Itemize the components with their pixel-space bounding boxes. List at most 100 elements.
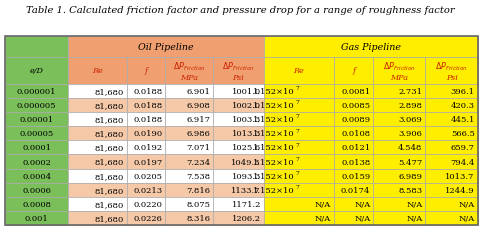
Text: 0.0226: 0.0226	[133, 214, 162, 222]
Text: 0.0174: 0.0174	[341, 186, 371, 194]
Bar	[69, 98, 127, 112]
Bar	[213, 112, 264, 127]
Bar	[334, 98, 373, 112]
Bar	[5, 183, 69, 197]
Text: 2.731: 2.731	[398, 87, 422, 95]
Bar	[264, 37, 478, 58]
Text: 1002.0: 1002.0	[232, 101, 261, 109]
Text: Table 1. Calculated friction factor and pressure drop for a range of roughness f: Table 1. Calculated friction factor and …	[26, 6, 454, 15]
Text: 0.00005: 0.00005	[20, 130, 54, 138]
Bar	[69, 37, 264, 58]
Text: 659.7: 659.7	[451, 144, 475, 152]
Bar	[264, 155, 334, 169]
Text: 0.000001: 0.000001	[17, 87, 56, 95]
Text: 81,680: 81,680	[95, 130, 124, 138]
Text: N/A: N/A	[315, 200, 331, 208]
Bar	[425, 84, 478, 98]
Text: 0.0121: 0.0121	[341, 144, 371, 152]
Bar	[334, 183, 373, 197]
Bar	[5, 127, 69, 141]
Text: 81,680: 81,680	[95, 172, 124, 180]
Bar	[213, 98, 264, 112]
Text: 1.152×10: 1.152×10	[253, 130, 295, 138]
Bar	[373, 98, 425, 112]
Bar	[373, 141, 425, 155]
Bar	[127, 98, 165, 112]
Text: 7: 7	[295, 128, 299, 133]
Bar	[165, 183, 213, 197]
Text: 0.0205: 0.0205	[133, 172, 162, 180]
Text: 0.0188: 0.0188	[133, 116, 162, 124]
Bar	[165, 98, 213, 112]
Bar	[69, 141, 127, 155]
Bar	[264, 169, 334, 183]
Text: 7.538: 7.538	[186, 172, 210, 180]
Bar	[213, 211, 264, 225]
Bar	[373, 112, 425, 127]
Bar	[165, 141, 213, 155]
Text: 1001.0: 1001.0	[232, 87, 261, 95]
Bar	[213, 197, 264, 211]
Bar	[373, 58, 425, 84]
Text: Gas Pipeline: Gas Pipeline	[341, 43, 401, 52]
Bar	[213, 58, 264, 84]
Text: 7.071: 7.071	[186, 144, 210, 152]
Bar	[127, 141, 165, 155]
Text: 0.0108: 0.0108	[341, 130, 371, 138]
Bar	[373, 155, 425, 169]
Text: 2.898: 2.898	[398, 101, 422, 109]
Text: 1.152×10: 1.152×10	[253, 172, 295, 180]
Bar	[425, 98, 478, 112]
Bar	[5, 112, 69, 127]
Bar	[373, 84, 425, 98]
Text: N/A: N/A	[406, 200, 422, 208]
Text: 1049.3: 1049.3	[231, 158, 261, 166]
Text: 0.0220: 0.0220	[133, 200, 162, 208]
Text: 1025.6: 1025.6	[232, 144, 261, 152]
Bar	[165, 211, 213, 225]
Text: 0.0138: 0.0138	[341, 158, 371, 166]
Text: 1.152×10: 1.152×10	[253, 101, 295, 109]
Text: 1.152×10: 1.152×10	[253, 116, 295, 124]
Bar	[165, 155, 213, 169]
Bar	[5, 169, 69, 183]
Bar	[373, 183, 425, 197]
Bar	[127, 58, 165, 84]
Text: 4.548: 4.548	[398, 144, 422, 152]
Text: 81,680: 81,680	[95, 144, 124, 152]
Text: N/A: N/A	[406, 214, 422, 222]
Text: 81,680: 81,680	[95, 87, 124, 95]
Bar	[373, 211, 425, 225]
Text: 1003.3: 1003.3	[232, 116, 261, 124]
Bar	[264, 141, 334, 155]
Text: 396.1: 396.1	[451, 87, 475, 95]
Bar	[165, 84, 213, 98]
Text: 0.000005: 0.000005	[17, 101, 56, 109]
Bar	[425, 58, 478, 84]
Text: 7: 7	[295, 100, 299, 105]
Bar	[373, 169, 425, 183]
Bar	[69, 127, 127, 141]
Bar	[213, 183, 264, 197]
Bar	[425, 141, 478, 155]
Bar	[127, 112, 165, 127]
Text: N/A: N/A	[458, 214, 475, 222]
Text: 1.152×10: 1.152×10	[253, 144, 295, 152]
Text: 1013.7: 1013.7	[445, 172, 475, 180]
Bar	[425, 155, 478, 169]
Text: 0.0197: 0.0197	[133, 158, 162, 166]
Text: f: f	[352, 67, 355, 75]
Bar	[425, 211, 478, 225]
Text: Re: Re	[92, 67, 103, 75]
Bar	[165, 112, 213, 127]
Text: 1171.2: 1171.2	[231, 200, 261, 208]
Bar	[213, 169, 264, 183]
Text: 6.989: 6.989	[398, 172, 422, 180]
Bar	[334, 211, 373, 225]
Text: 794.4: 794.4	[450, 158, 475, 166]
Text: 81,680: 81,680	[95, 186, 124, 194]
Text: e/D: e/D	[30, 67, 44, 75]
Text: Oil Pipeline: Oil Pipeline	[138, 43, 194, 52]
Bar	[5, 37, 478, 225]
Text: 0.0008: 0.0008	[22, 200, 51, 208]
